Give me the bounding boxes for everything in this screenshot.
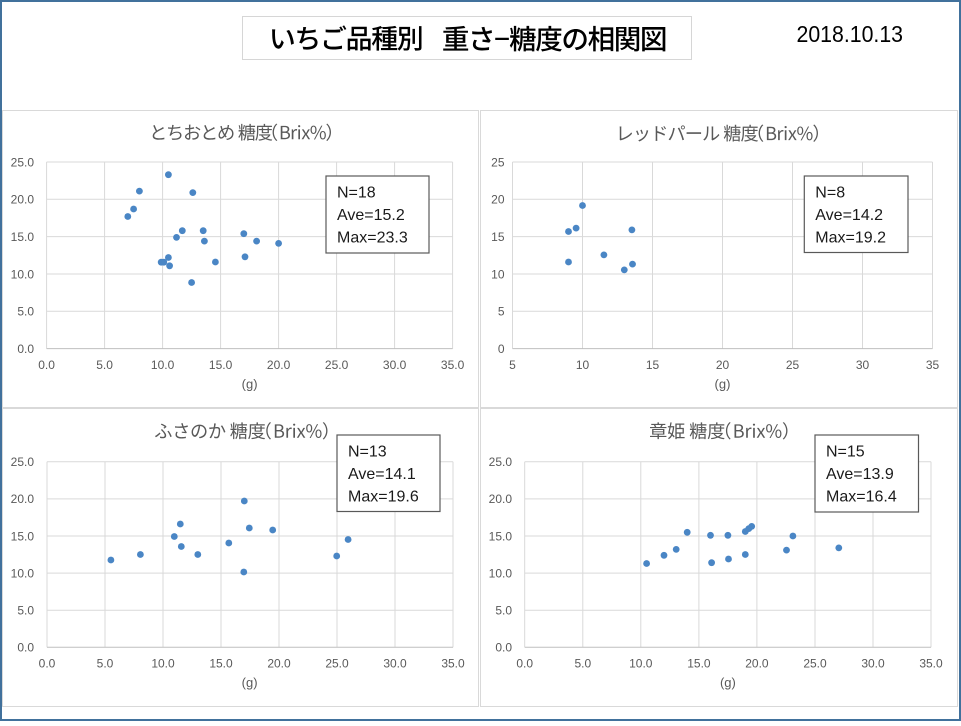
svg-text:10.0: 10.0	[151, 358, 175, 372]
svg-text:5.0: 5.0	[17, 305, 34, 319]
svg-text:N=13: N=13	[348, 444, 387, 461]
svg-text:Max=19.2: Max=19.2	[815, 230, 886, 247]
svg-text:20.0: 20.0	[489, 492, 513, 506]
svg-text:0.0: 0.0	[495, 641, 512, 655]
svg-text:Max=19.6: Max=19.6	[348, 489, 419, 506]
svg-text:Max=23.3: Max=23.3	[337, 230, 408, 247]
svg-text:Ave=15.2: Ave=15.2	[337, 207, 405, 224]
svg-text:5.0: 5.0	[574, 656, 591, 670]
svg-text:15.0: 15.0	[209, 656, 233, 670]
svg-text:25.0: 25.0	[325, 656, 349, 670]
svg-text:10.0: 10.0	[489, 566, 513, 580]
svg-text:Ave=14.2: Ave=14.2	[815, 207, 883, 224]
svg-text:15.0: 15.0	[11, 529, 35, 543]
svg-text:5.0: 5.0	[17, 604, 34, 618]
svg-text:(g): (g)	[715, 376, 731, 391]
svg-text:10: 10	[576, 358, 590, 372]
svg-text:0.0: 0.0	[39, 656, 56, 670]
svg-text:0.0: 0.0	[17, 342, 34, 356]
svg-text:10.0: 10.0	[151, 656, 175, 670]
svg-text:0.0: 0.0	[17, 641, 34, 655]
svg-text:30: 30	[856, 358, 870, 372]
svg-text:25: 25	[491, 155, 505, 169]
svg-text:0.0: 0.0	[516, 656, 533, 670]
svg-text:10.0: 10.0	[11, 566, 35, 580]
svg-text:25.0: 25.0	[325, 358, 349, 372]
svg-text:5: 5	[509, 358, 516, 372]
svg-text:15.0: 15.0	[489, 529, 513, 543]
svg-text:(g): (g)	[242, 376, 258, 391]
svg-text:30.0: 30.0	[383, 358, 407, 372]
svg-text:N=18: N=18	[337, 185, 376, 202]
svg-text:5: 5	[498, 305, 505, 319]
svg-text:35.0: 35.0	[919, 656, 943, 670]
svg-text:(g): (g)	[720, 675, 736, 690]
svg-text:20.0: 20.0	[11, 492, 35, 506]
svg-text:Max=16.4: Max=16.4	[826, 489, 897, 506]
svg-text:20.0: 20.0	[745, 656, 769, 670]
svg-text:35.0: 35.0	[441, 656, 465, 670]
svg-text:25.0: 25.0	[489, 455, 513, 469]
svg-text:15.0: 15.0	[11, 230, 35, 244]
svg-text:20.0: 20.0	[11, 193, 35, 207]
svg-text:5.0: 5.0	[495, 604, 512, 618]
svg-text:15: 15	[646, 358, 660, 372]
svg-text:10.0: 10.0	[629, 656, 653, 670]
svg-text:5.0: 5.0	[97, 656, 114, 670]
svg-text:5.0: 5.0	[96, 358, 113, 372]
svg-text:20.0: 20.0	[267, 358, 291, 372]
svg-text:2018.10.13: 2018.10.13	[797, 21, 904, 47]
svg-text:0.0: 0.0	[38, 358, 55, 372]
svg-text:(g): (g)	[242, 675, 258, 690]
svg-text:0: 0	[498, 342, 505, 356]
svg-text:20.0: 20.0	[267, 656, 291, 670]
svg-text:35: 35	[926, 358, 940, 372]
svg-text:35.0: 35.0	[441, 358, 465, 372]
svg-text:30.0: 30.0	[861, 656, 885, 670]
svg-text:25.0: 25.0	[11, 155, 35, 169]
svg-text:25: 25	[786, 358, 800, 372]
svg-text:25.0: 25.0	[11, 455, 35, 469]
svg-text:30.0: 30.0	[383, 656, 407, 670]
svg-text:20: 20	[716, 358, 730, 372]
svg-text:15.0: 15.0	[209, 358, 233, 372]
svg-text:20: 20	[491, 193, 505, 207]
svg-text:N=15: N=15	[826, 444, 865, 461]
svg-text:10.0: 10.0	[11, 267, 35, 281]
svg-text:15.0: 15.0	[687, 656, 711, 670]
svg-text:Ave=13.9: Ave=13.9	[826, 466, 894, 483]
svg-text:15: 15	[491, 230, 505, 244]
svg-text:25.0: 25.0	[803, 656, 827, 670]
svg-text:N=8: N=8	[815, 185, 845, 202]
svg-text:10: 10	[491, 267, 505, 281]
svg-text:Ave=14.1: Ave=14.1	[348, 466, 416, 483]
